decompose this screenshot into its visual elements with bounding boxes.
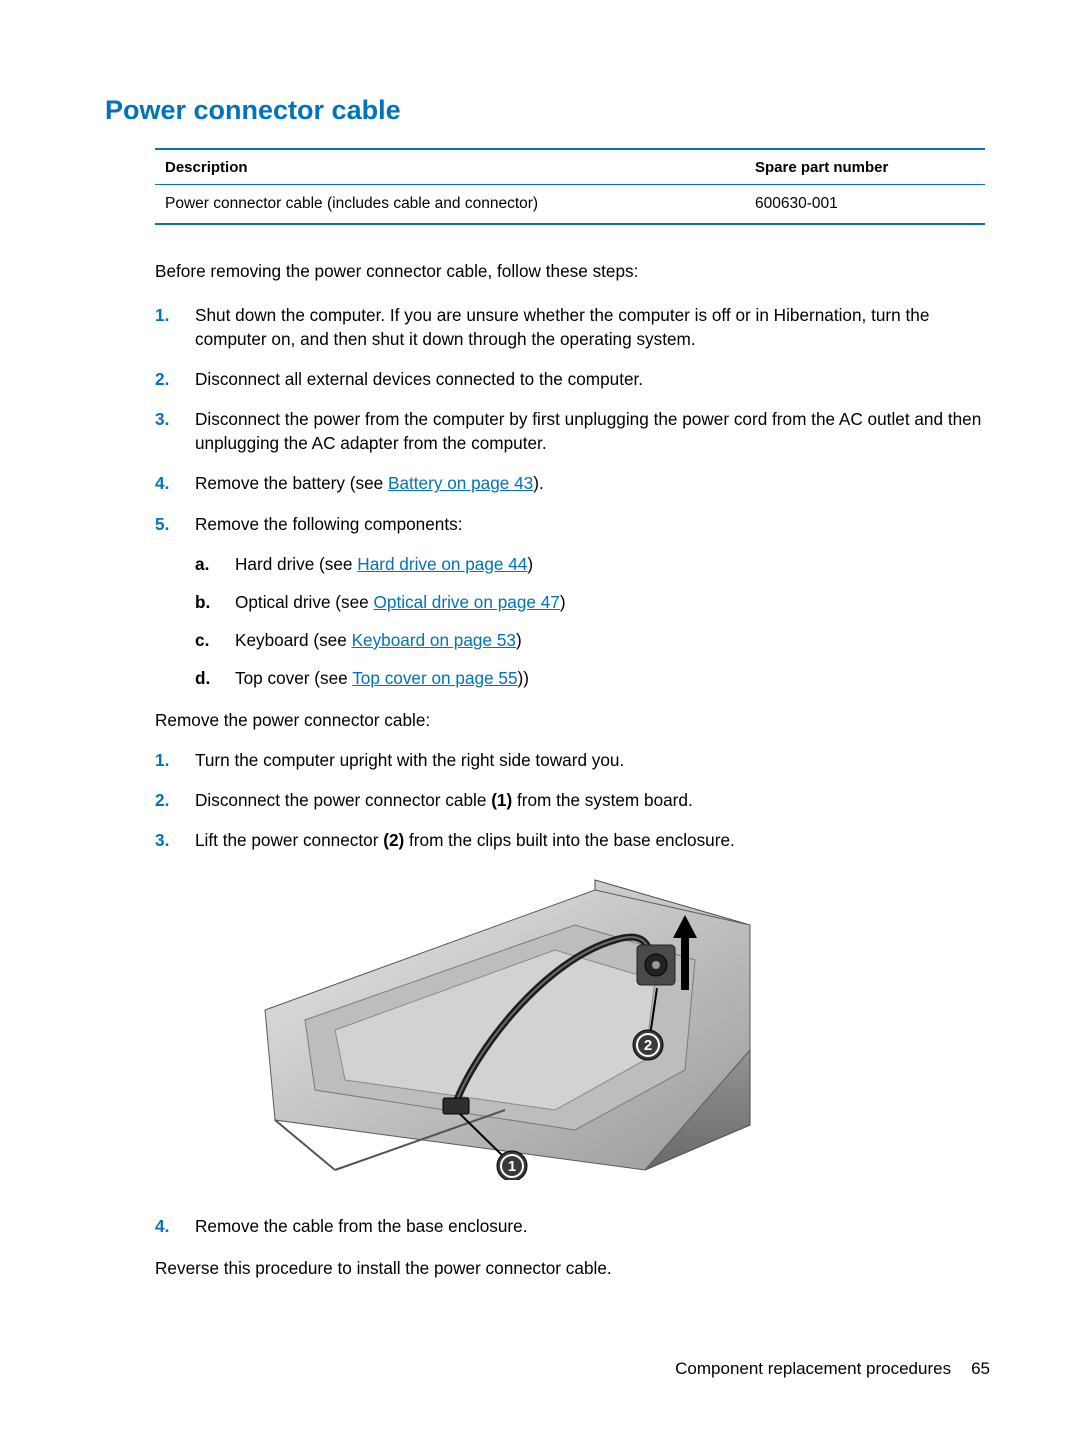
intro-text: Before removing the power connector cabl… — [155, 259, 990, 283]
list-item: Shut down the computer. If you are unsur… — [155, 303, 990, 351]
sub-item: Top cover (see Top cover on page 55)) — [195, 666, 990, 690]
sub-item: Hard drive (see Hard drive on page 44) — [195, 552, 990, 576]
section-heading: Power connector cable — [105, 95, 990, 126]
sub-components-list: Hard drive (see Hard drive on page 44) O… — [195, 552, 990, 690]
page-footer: Component replacement procedures 65 — [675, 1359, 990, 1379]
table-row: Power connector cable (includes cable an… — [155, 185, 985, 225]
cell-description: Power connector cable (includes cable an… — [155, 185, 745, 225]
list-item: Disconnect the power connector cable (1)… — [155, 788, 990, 812]
removal-steps-list-cont: Remove the cable from the base enclosure… — [155, 1214, 990, 1238]
closing-text: Reverse this procedure to install the po… — [155, 1256, 990, 1280]
cell-spare-part: 600630-001 — [745, 185, 985, 225]
removal-steps-list: Turn the computer upright with the right… — [155, 748, 990, 852]
list-item: Remove the battery (see Battery on page … — [155, 471, 990, 495]
list-item: Turn the computer upright with the right… — [155, 748, 990, 772]
hard-drive-link[interactable]: Hard drive on page 44 — [357, 554, 527, 574]
svg-text:2: 2 — [644, 1037, 652, 1054]
parts-table: Description Spare part number Power conn… — [155, 148, 985, 225]
svg-text:1: 1 — [508, 1158, 516, 1175]
list-item: Disconnect all external devices connecte… — [155, 367, 990, 391]
list-item: Lift the power connector (2) from the cl… — [155, 828, 990, 852]
prep-steps-list: Shut down the computer. If you are unsur… — [155, 303, 990, 690]
list-item: Remove the cable from the base enclosure… — [155, 1214, 990, 1238]
figure-power-connector: 1 2 — [245, 870, 990, 1186]
mid-text: Remove the power connector cable: — [155, 708, 990, 732]
footer-label: Component replacement procedures — [675, 1359, 951, 1378]
list-item: Remove the following components: Hard dr… — [155, 512, 990, 690]
keyboard-link[interactable]: Keyboard on page 53 — [352, 630, 516, 650]
top-cover-link[interactable]: Top cover on page 55 — [352, 668, 517, 688]
optical-drive-link[interactable]: Optical drive on page 47 — [374, 592, 560, 612]
sub-item: Optical drive (see Optical drive on page… — [195, 590, 990, 614]
battery-link[interactable]: Battery on page 43 — [388, 473, 533, 493]
page-number: 65 — [971, 1359, 990, 1378]
col-description: Description — [155, 149, 745, 185]
list-item: Disconnect the power from the computer b… — [155, 407, 990, 455]
sub-item: Keyboard (see Keyboard on page 53) — [195, 628, 990, 652]
col-spare-part: Spare part number — [745, 149, 985, 185]
